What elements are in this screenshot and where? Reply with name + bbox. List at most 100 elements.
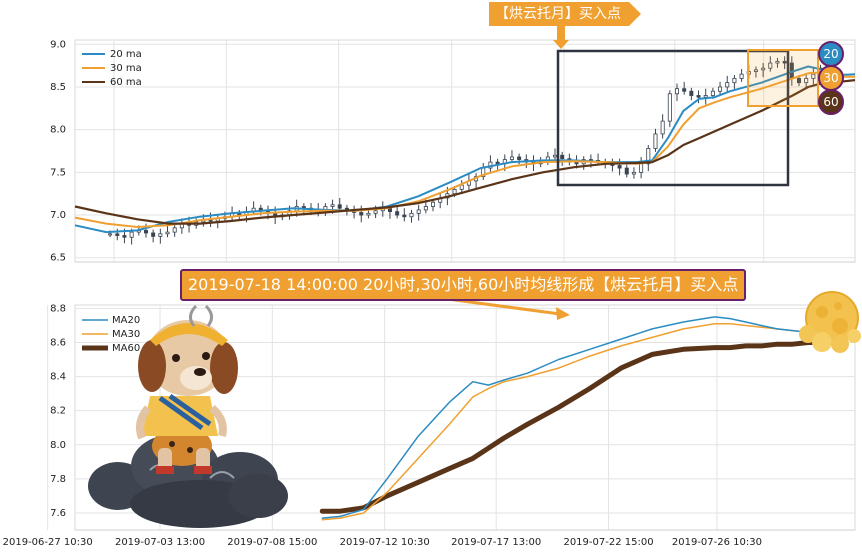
candle-body — [660, 120, 665, 135]
candle-body — [811, 73, 816, 79]
candle-body — [129, 231, 134, 238]
bottom-x-tick-label: 2019-07-26 10:30 — [672, 537, 762, 548]
bottom-x-tick-label: 2019-07-12 10:30 — [340, 537, 430, 548]
badge-ma20: 20 — [818, 41, 844, 67]
candle-body — [796, 78, 801, 84]
legend-ma20: MA20 — [112, 315, 140, 326]
badge-ma30: 30 — [818, 65, 844, 91]
candle-body — [366, 212, 371, 216]
bottom-x-tick-label: 2019-07-22 15:00 — [563, 537, 653, 548]
candle-body — [703, 95, 708, 98]
bottom-x-ticks: 2019-06-27 10:30 2019-07-03 13:00 2019-07-… — [3, 537, 762, 548]
candle-body — [553, 154, 558, 158]
candle-body — [739, 73, 744, 79]
bottom-y-tick-label: 7.8 — [50, 474, 66, 485]
top-y-tick-label: 7.0 — [50, 210, 66, 221]
candle-body — [359, 212, 364, 216]
top-legend: 20 ma 30 ma 60 ma — [82, 49, 142, 88]
candle-body — [373, 210, 378, 214]
legend-30ma: 30 ma — [110, 63, 142, 74]
candle-body — [631, 171, 636, 175]
candle-body — [675, 88, 680, 95]
line-20ma — [74, 65, 856, 234]
candle-body — [395, 211, 400, 216]
candle-body — [653, 133, 658, 149]
bottom-x-tick-label: 2019-07-03 13:00 — [115, 537, 205, 548]
candle-body — [337, 204, 342, 209]
candle-body — [165, 231, 170, 235]
bottom-ma-lines — [319, 316, 827, 521]
line-ma60 — [319, 340, 827, 514]
candle-body — [639, 163, 644, 173]
candle-body — [151, 232, 156, 237]
top-plot-area — [74, 39, 856, 263]
top-y-tick-label: 6.5 — [50, 253, 66, 264]
candle-body — [158, 233, 163, 237]
candle-body — [431, 201, 436, 207]
candle-body — [509, 156, 514, 160]
line-ma20 — [321, 316, 825, 519]
bottom-y-tick-label: 8.6 — [50, 338, 66, 349]
top-buy-point-tag: 【烘云托月】买入点 — [489, 2, 641, 26]
bottom-y-tick-label: 8.8 — [50, 303, 66, 314]
candle-body — [689, 90, 694, 96]
candle-body — [753, 69, 758, 72]
bottom-x-tick-label: 2019-07-17 13:00 — [451, 537, 541, 548]
candle-body — [517, 156, 522, 160]
candle-body — [423, 206, 428, 211]
top-y-tick-label: 7.5 — [50, 167, 66, 178]
candle-body — [667, 93, 672, 122]
candle-body — [416, 209, 421, 214]
top-tag-pointer — [553, 26, 569, 49]
candle-body — [804, 78, 809, 84]
candle-body — [495, 161, 500, 165]
top-y-tick-label: 8.5 — [50, 82, 66, 93]
candle-body — [696, 95, 701, 98]
candle-body — [402, 214, 407, 218]
line-30ma — [74, 71, 855, 228]
buy-zone-box — [556, 49, 790, 187]
top-y-tick-label: 8.0 — [50, 125, 66, 136]
candle-body — [574, 161, 579, 165]
bottom-x-tick-label: 2019-06-27 10:30 — [3, 537, 93, 548]
bottom-y-tick-label: 8.2 — [50, 406, 66, 417]
candle-body — [725, 82, 730, 88]
line-ma30 — [321, 322, 825, 521]
current-zone-highlight — [747, 49, 819, 107]
top-y-ticks: 6.5 7.0 7.5 8.0 8.5 9.0 — [50, 39, 66, 263]
bottom-legend: MA20 MA30 MA60 — [82, 315, 140, 354]
legend-60ma: 60 ma — [110, 77, 142, 88]
bottom-y-tick-label: 8.0 — [50, 440, 66, 451]
candle-body — [775, 60, 780, 64]
candle-body — [122, 235, 127, 238]
candle-body — [143, 230, 148, 234]
badge-ma60: 60 — [818, 89, 844, 115]
candle-body — [617, 165, 622, 169]
candle-body — [560, 154, 565, 160]
candle-body — [732, 78, 737, 84]
candle-body — [710, 90, 715, 96]
candle-body — [108, 233, 113, 236]
buy-point-banner: 2019-07-18 14:00:00 20小时,30小时,60小时均线形成【烘… — [180, 269, 747, 301]
legend-ma60: MA60 — [112, 343, 140, 354]
dog-mascot-illustration — [88, 304, 288, 528]
bottom-x-tick-label: 2019-07-08 15:00 — [227, 537, 317, 548]
candle-body — [624, 167, 629, 175]
candle-body — [782, 60, 787, 64]
candle-body — [452, 189, 457, 195]
candle-body — [330, 204, 335, 207]
bottom-y-tick-label: 7.6 — [50, 508, 66, 519]
candle-body — [682, 88, 687, 92]
candle-body — [768, 62, 773, 69]
candle-body — [115, 233, 120, 236]
top-ma-lines — [74, 65, 856, 234]
bottom-y-ticks: 7.6 7.8 8.0 8.2 8.4 8.6 8.8 — [50, 303, 66, 519]
top-y-tick-label: 9.0 — [50, 39, 66, 50]
moon-illustration — [799, 291, 861, 353]
line-60ma — [74, 79, 856, 225]
candle-body — [718, 86, 723, 92]
candle-body — [646, 148, 651, 165]
bottom-y-tick-label: 8.4 — [50, 372, 66, 383]
candle-body — [172, 227, 177, 233]
legend-20ma: 20 ma — [110, 49, 142, 60]
